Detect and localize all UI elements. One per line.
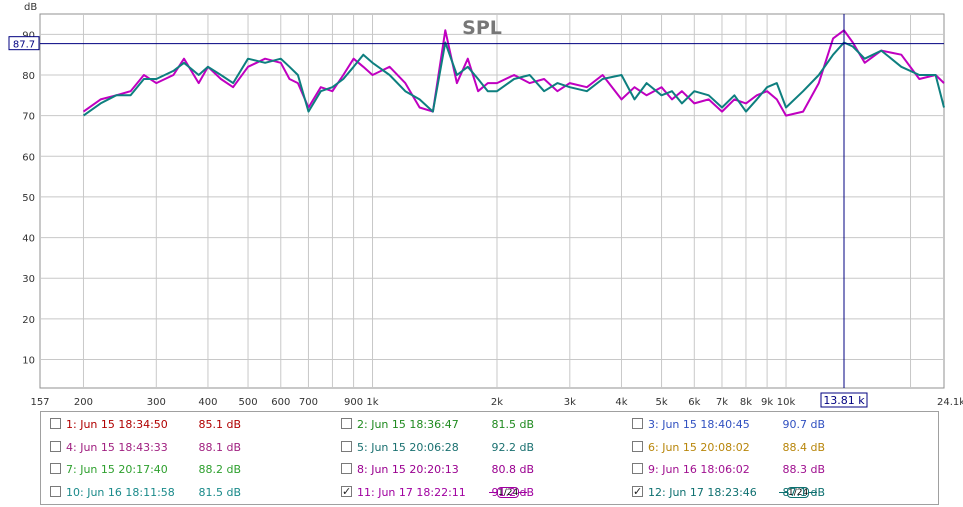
measurement-value: 92.2 dB: [491, 441, 534, 454]
visibility-checkbox[interactable]: [632, 441, 643, 452]
x-tick-label: 5k: [655, 397, 667, 408]
measurement-value: 87.1 dB: [782, 486, 825, 499]
legend-entry[interactable]: 5: Jun 15 20:06:28 92.2 dB: [341, 439, 621, 456]
measurement-value: 85.1 dB: [198, 418, 241, 431]
visibility-checkbox[interactable]: [50, 418, 61, 429]
visibility-checkbox[interactable]: [632, 483, 643, 500]
visibility-checkbox[interactable]: [341, 441, 352, 452]
legend-entry[interactable]: 7: Jun 15 20:17:40 88.2 dB: [50, 461, 330, 478]
x-tick-label: 7k: [716, 397, 728, 408]
visibility-checkbox[interactable]: [632, 418, 643, 429]
x-tick-label: 10k: [777, 397, 796, 408]
visibility-checkbox[interactable]: [341, 483, 352, 500]
cursor-x-box: [820, 392, 868, 408]
x-tick-label: 900: [344, 397, 363, 408]
x-tick-label: 400: [198, 397, 217, 408]
visibility-checkbox[interactable]: [341, 418, 352, 429]
smoothing-indicator[interactable]: 1/24: [779, 487, 819, 499]
smoothing-indicator[interactable]: 1/24: [489, 487, 529, 499]
legend-entry[interactable]: 1: Jun 15 18:34:50 85.1 dB: [50, 416, 330, 433]
x-tick-label: 300: [147, 397, 166, 408]
series-line-11: [82, 29, 945, 117]
x-tick-label: 157: [30, 397, 49, 408]
measurement-label: 1: Jun 15 18:34:50: [66, 418, 168, 431]
x-tick-label: 1k: [366, 397, 378, 408]
measurement-label: 7: Jun 15 20:17:40: [66, 463, 168, 476]
x-tick-label: 700: [299, 397, 318, 408]
legend-entry[interactable]: 3: Jun 15 18:40:45 90.7 dB: [632, 416, 912, 433]
smoothing-label: 1/24: [497, 487, 519, 498]
visibility-checkbox[interactable]: [50, 441, 61, 452]
measurement-value: 81.5 dB: [198, 486, 241, 499]
measurement-value: 91.2 dB: [491, 486, 534, 499]
measurement-label: 10: Jun 16 18:11:58: [66, 486, 175, 499]
x-tick-label: 2k: [491, 397, 503, 408]
visibility-checkbox[interactable]: [50, 486, 61, 497]
cursor-y-box: [8, 36, 40, 51]
y-tick-label: 10: [22, 356, 35, 367]
visibility-checkbox[interactable]: [50, 463, 61, 474]
series-line-12: [82, 41, 945, 117]
x-tick-label: 200: [74, 397, 93, 408]
smoothing-label: 1/24: [787, 487, 809, 498]
y-tick-label: 40: [22, 234, 35, 245]
x-tick-label: 600: [271, 397, 290, 408]
x-tick-label: 3k: [564, 397, 576, 408]
plot-area: [39, 13, 945, 389]
x-tick-label: 6k: [688, 397, 700, 408]
measurement-legend: 1: Jun 15 18:34:50 85.1 dB 2: Jun 15 18:36…: [40, 411, 939, 505]
visibility-checkbox[interactable]: [632, 463, 643, 474]
measurement-label: 2: Jun 15 18:36:47: [357, 418, 459, 431]
measurement-label: 4: Jun 15 18:43:33: [66, 441, 168, 454]
measurement-label: 11: Jun 17 18:22:11: [357, 486, 466, 499]
visibility-checkbox[interactable]: [341, 463, 352, 474]
measurement-value: 88.3 dB: [782, 463, 825, 476]
measurement-value: 88.4 dB: [782, 441, 825, 454]
x-tick-label: 8k: [740, 397, 752, 408]
measurement-value: 81.5 dB: [491, 418, 534, 431]
measurement-label: 5: Jun 15 20:06:28: [357, 441, 459, 454]
legend-entry[interactable]: 6: Jun 15 20:08:02 88.4 dB: [632, 439, 912, 456]
measurement-label: 3: Jun 15 18:40:45: [648, 418, 750, 431]
x-tick-label: 500: [238, 397, 257, 408]
measurement-label: 8: Jun 15 20:20:13: [357, 463, 459, 476]
x-tick-label: 4k: [615, 397, 627, 408]
y-tick-label: 50: [22, 193, 35, 204]
measurement-value: 90.7 dB: [782, 418, 825, 431]
y-tick-label: 30: [22, 274, 35, 285]
chart-title: SPL: [462, 17, 502, 39]
measurement-label: 9: Jun 16 18:06:02: [648, 463, 750, 476]
y-axis-unit: dB: [24, 2, 37, 13]
y-tick-label: 80: [22, 71, 35, 82]
y-tick-label: 60: [22, 152, 35, 163]
measurement-value: 80.8 dB: [491, 463, 534, 476]
legend-entry[interactable]: 2: Jun 15 18:36:47 81.5 dB: [341, 416, 621, 433]
y-tick-label: 90: [22, 30, 35, 41]
legend-entry[interactable]: 8: Jun 15 20:20:13 80.8 dB: [341, 461, 621, 478]
legend-entry[interactable]: 4: Jun 15 18:43:33 88.1 dB: [50, 439, 330, 456]
cursor-y-readout: 87.7: [13, 40, 35, 51]
cursor-x-readout: 13.81 k: [823, 394, 865, 407]
measurement-label: 12: Jun 17 18:23:46: [648, 486, 757, 499]
x-tick-label: 24.1k Hz: [937, 397, 963, 408]
legend-entry[interactable]: 9: Jun 16 18:06:02 88.3 dB: [632, 461, 912, 478]
y-tick-label: 70: [22, 112, 35, 123]
measurement-value: 88.1 dB: [198, 441, 241, 454]
y-tick-label: 20: [22, 315, 35, 326]
measurement-label: 6: Jun 15 20:08:02: [648, 441, 750, 454]
x-tick-label: 9k: [761, 397, 773, 408]
legend-entry[interactable]: 10: Jun 16 18:11:58 81.5 dB: [50, 484, 330, 501]
spl-chart[interactable]: 10 20 30 40 50 60 70 80 90 dB 157 200 300 400 500 600 70…: [0, 0, 963, 410]
measurement-value: 88.2 dB: [198, 463, 241, 476]
